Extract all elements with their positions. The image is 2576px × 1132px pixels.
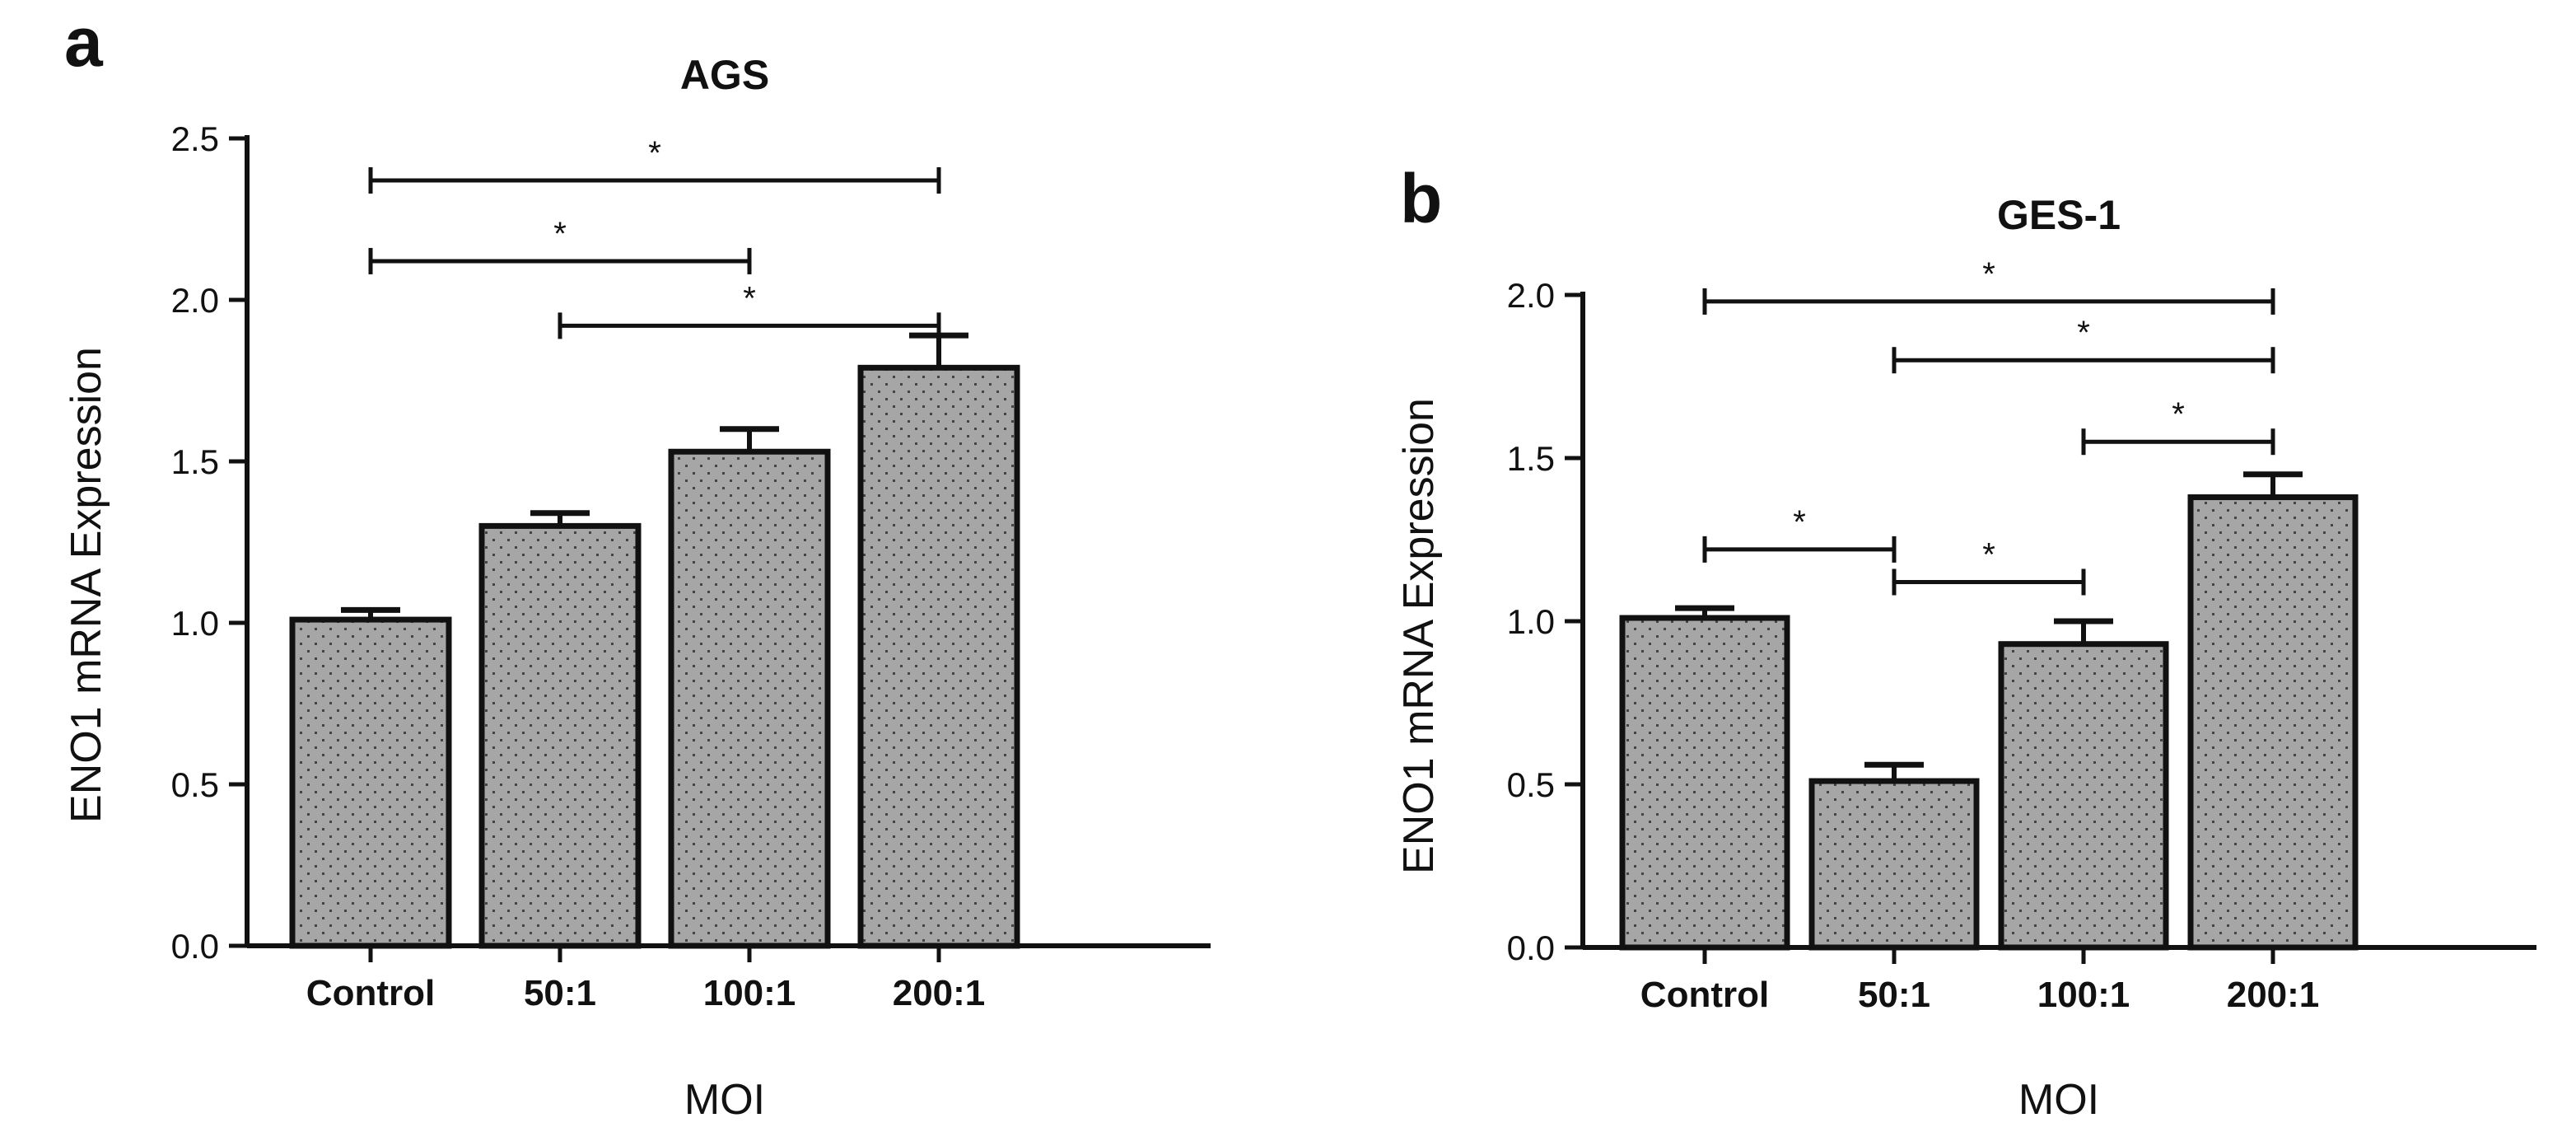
panel-b-y-tick-label: 0.0 [1507,929,1555,967]
panel-a-y-tick-label: 2.0 [171,281,219,320]
panel-b-x-tick-label: 50:1 [1858,975,1930,1015]
panel-b-x-tick-label: 200:1 [2227,975,2320,1015]
panel-a-letter: a [64,3,104,81]
panel-a-x-tick-label: Control [306,973,435,1013]
panel-b-significance-star: * [1982,536,1995,573]
panel-b-plot: 0.0 0.5 1.0 1.5 2.0 Control 50:1 100:1 200:1 * * * *… [1507,256,2536,1015]
panel-b-bar [2187,494,2359,951]
panel-a-x-tick-label: 50:1 [524,973,596,1013]
panel-a-y-tick-label: 2.5 [171,119,219,158]
panel-b-y-axis-label: ENO1 mRNA Expression [1395,398,1443,874]
panel-a-significance-star: * [743,280,756,316]
panel-b-bar [1619,615,1790,951]
panel-a-y-tick-label: 1.0 [171,604,219,643]
panel-b-y-tick-label: 0.5 [1507,765,1555,804]
panel-b-y-tick-label: 1.0 [1507,602,1555,641]
panel-a-bar [857,364,1020,949]
panel-b-bar [1998,641,2169,951]
panel-b-significance-star: * [1793,504,1806,540]
panel-b-letter: b [1400,160,1442,237]
panel-a-x-tick-label: 100:1 [703,973,796,1013]
panel-b-title: GES-1 [1997,192,2121,238]
panel-a-y-tick-label: 0.0 [171,927,219,966]
panel-a-bar [289,616,452,949]
panel-a-significance-star: * [553,216,567,252]
panel-b-significance-star: * [1982,256,1995,292]
panel-b-bar [1808,778,1980,951]
panel-a-y-tick-label: 0.5 [171,765,219,804]
panel-a-significance-star: * [648,135,661,171]
panel-b-x-tick-label: Control [1640,975,1769,1015]
panel-a-y-tick-label: 1.5 [171,442,219,481]
panel-a-bar [478,522,642,949]
panel-a-bar [668,448,831,949]
panel-b-significance-star: * [2077,315,2090,351]
panel-b-y-tick-label: 2.0 [1507,276,1555,315]
panel-b-x-tick-label: 100:1 [2037,975,2130,1015]
panel-b-x-axis-label: MOI [2018,1076,2099,1124]
panel-a-x-tick-label: 200:1 [893,973,986,1013]
panel-a-x-axis-label: MOI [684,1076,765,1124]
panel-a-plot: 0.0 0.5 1.0 1.5 2.0 2.5 Control 50:1 100:1 200:1 *… [171,119,1211,1013]
panel-a-title: AGS [680,52,769,98]
panel-b-significance-star: * [2172,396,2185,433]
panel-b-y-tick-label: 1.5 [1507,439,1555,478]
panel-a-y-axis-label: ENO1 mRNA Expression [63,347,110,823]
